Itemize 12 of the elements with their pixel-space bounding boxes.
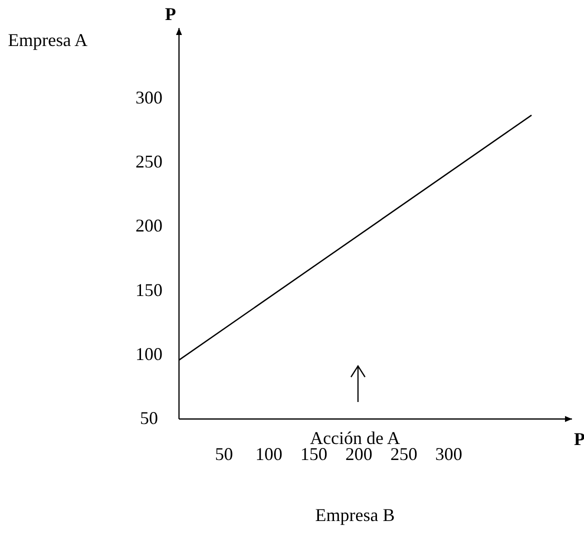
x-tick-label: 100 — [255, 444, 282, 464]
y-tick-label: 100 — [136, 344, 162, 364]
text: Empresa A — [8, 30, 88, 50]
y-tick-label: 150 — [136, 280, 162, 300]
y-tick-label: 300 — [136, 88, 162, 108]
x-tick-label: 50 — [214, 444, 233, 464]
text: Empresa B — [315, 505, 395, 525]
y-axis-title: P — [165, 4, 176, 24]
x-tick-label: 300 — [435, 444, 462, 464]
y-tick-label: 50 — [140, 408, 158, 428]
y-tick-label: 250 — [136, 152, 162, 172]
y-tick-label: 200 — [136, 216, 162, 236]
